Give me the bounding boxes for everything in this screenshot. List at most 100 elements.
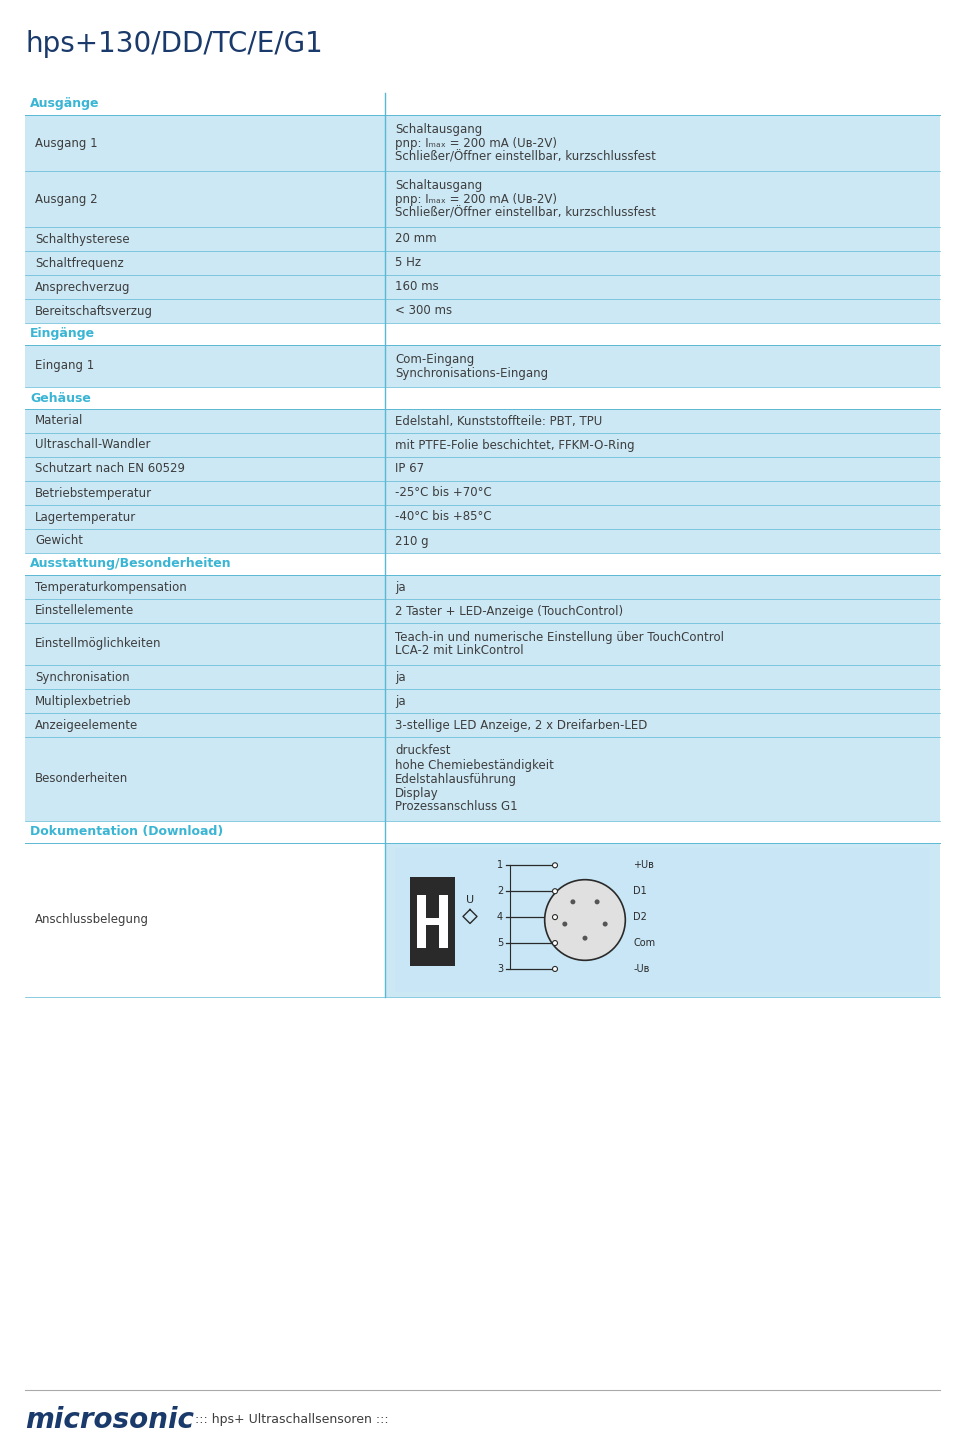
Text: Ausgang 1: Ausgang 1 <box>35 136 98 149</box>
Circle shape <box>583 936 588 941</box>
Text: microsonic: microsonic <box>25 1406 194 1434</box>
Text: Schaltfrequenz: Schaltfrequenz <box>35 256 124 269</box>
Text: pnp: Iₘₐₓ = 200 mA (Uʙ-2V): pnp: Iₘₐₓ = 200 mA (Uʙ-2V) <box>395 192 557 205</box>
Bar <box>25 713 940 737</box>
Bar <box>25 843 385 996</box>
Text: Betriebstemperatur: Betriebstemperatur <box>35 486 152 499</box>
Text: < 300 ms: < 300 ms <box>395 305 452 318</box>
Bar <box>25 346 940 388</box>
Text: Gehäuse: Gehäuse <box>30 392 91 405</box>
Text: Schaltausgang: Schaltausgang <box>395 178 482 191</box>
Text: Synchronisations-Eingang: Synchronisations-Eingang <box>395 366 548 379</box>
Bar <box>25 457 940 482</box>
Text: hps+130/DD/TC/E/G1: hps+130/DD/TC/E/G1 <box>25 30 323 58</box>
Text: IP 67: IP 67 <box>395 463 424 476</box>
Text: Besonderheiten: Besonderheiten <box>35 772 129 785</box>
Text: Gewicht: Gewicht <box>35 535 83 548</box>
Text: 4: 4 <box>497 912 503 923</box>
Text: Ausstattung/Besonderheiten: Ausstattung/Besonderheiten <box>30 558 231 571</box>
Bar <box>25 409 940 432</box>
Bar <box>25 623 940 665</box>
Text: Ansprechverzug: Ansprechverzug <box>35 281 131 294</box>
Text: Edelstahlausführung: Edelstahlausführung <box>395 772 517 785</box>
Text: Prozessanschluss G1: Prozessanschluss G1 <box>395 801 517 814</box>
Circle shape <box>544 879 625 960</box>
Text: Schließer/Öffner einstellbar, kurzschlussfest: Schließer/Öffner einstellbar, kurzschlus… <box>395 207 656 220</box>
Bar <box>25 171 940 227</box>
Text: 20 mm: 20 mm <box>395 233 437 246</box>
Text: Lagertemperatur: Lagertemperatur <box>35 510 136 523</box>
Text: Schaltausgang: Schaltausgang <box>395 123 482 136</box>
Bar <box>417 895 425 949</box>
Text: 3-stellige LED Anzeige, 2 x Dreifarben-LED: 3-stellige LED Anzeige, 2 x Dreifarben-L… <box>395 719 647 732</box>
Text: Schalthysterese: Schalthysterese <box>35 233 130 246</box>
Circle shape <box>553 966 558 972</box>
Text: Anschlussbelegung: Anschlussbelegung <box>35 914 149 927</box>
Text: Eingänge: Eingänge <box>30 327 95 340</box>
Text: LCA-2 mit LinkControl: LCA-2 mit LinkControl <box>395 645 523 658</box>
Circle shape <box>563 921 567 927</box>
Bar <box>25 737 940 821</box>
Text: Material: Material <box>35 415 84 428</box>
Bar <box>25 505 940 529</box>
Text: Ultraschall-Wandler: Ultraschall-Wandler <box>35 438 151 451</box>
Bar <box>25 116 940 171</box>
Bar <box>25 432 940 457</box>
Text: 1: 1 <box>497 860 503 870</box>
Text: Synchronisation: Synchronisation <box>35 671 130 684</box>
Text: pnp: Iₘₐₓ = 200 mA (Uʙ-2V): pnp: Iₘₐₓ = 200 mA (Uʙ-2V) <box>395 136 557 149</box>
Bar <box>440 895 448 949</box>
Text: Teach-in und numerische Einstellung über TouchControl: Teach-in und numerische Einstellung über… <box>395 630 724 643</box>
Circle shape <box>594 899 600 904</box>
Text: Temperaturkompensation: Temperaturkompensation <box>35 580 187 593</box>
Text: Schließer/Öffner einstellbar, kurzschlussfest: Schließer/Öffner einstellbar, kurzschlus… <box>395 150 656 163</box>
Bar <box>25 252 940 275</box>
Text: Einstellelemente: Einstellelemente <box>35 604 134 617</box>
Text: Eingang 1: Eingang 1 <box>35 360 94 373</box>
Text: Bereitschaftsverzug: Bereitschaftsverzug <box>35 305 153 318</box>
Bar <box>25 599 940 623</box>
Text: ja: ja <box>395 580 406 593</box>
Text: 2: 2 <box>497 886 503 897</box>
Circle shape <box>603 921 608 927</box>
Bar <box>410 876 455 966</box>
Text: -25°C bis +70°C: -25°C bis +70°C <box>395 486 492 499</box>
Text: Ausgänge: Ausgänge <box>30 97 100 110</box>
Text: 2 Taster + LED-Anzeige (TouchControl): 2 Taster + LED-Anzeige (TouchControl) <box>395 604 623 617</box>
Circle shape <box>570 899 575 904</box>
Text: Dokumentation (Download): Dokumentation (Download) <box>30 826 224 839</box>
Bar <box>25 576 940 599</box>
Circle shape <box>553 915 558 920</box>
Bar <box>417 918 448 925</box>
Text: Edelstahl, Kunststoffteile: PBT, TPU: Edelstahl, Kunststoffteile: PBT, TPU <box>395 415 602 428</box>
Bar <box>25 688 940 713</box>
Text: 5: 5 <box>497 938 503 949</box>
Text: 160 ms: 160 ms <box>395 281 439 294</box>
Text: ja: ja <box>395 694 406 707</box>
Text: +Uʙ: +Uʙ <box>634 860 654 870</box>
Text: 3: 3 <box>497 964 503 975</box>
Bar <box>25 227 940 252</box>
Bar <box>25 482 940 505</box>
Bar <box>385 843 940 996</box>
Text: 5 Hz: 5 Hz <box>395 256 421 269</box>
Text: Display: Display <box>395 787 439 800</box>
Text: Anzeigeelemente: Anzeigeelemente <box>35 719 138 732</box>
Text: hohe Chemiebeständigkeit: hohe Chemiebeständigkeit <box>395 759 554 772</box>
Text: 210 g: 210 g <box>395 535 428 548</box>
Bar <box>25 275 940 299</box>
Text: Schutzart nach EN 60529: Schutzart nach EN 60529 <box>35 463 185 476</box>
Text: mit PTFE-Folie beschichtet, FFKM-O-Ring: mit PTFE-Folie beschichtet, FFKM-O-Ring <box>395 438 635 451</box>
Bar <box>25 299 940 322</box>
Text: druckfest: druckfest <box>395 745 450 758</box>
Bar <box>25 529 940 552</box>
Bar <box>395 847 930 992</box>
Circle shape <box>553 863 558 868</box>
Text: U: U <box>466 895 474 905</box>
Text: Multiplexbetrieb: Multiplexbetrieb <box>35 694 132 707</box>
Text: ::: hps+ Ultraschallsensoren :::: ::: hps+ Ultraschallsensoren ::: <box>195 1414 389 1427</box>
Text: ja: ja <box>395 671 406 684</box>
Text: Einstellmöglichkeiten: Einstellmöglichkeiten <box>35 638 161 651</box>
Bar <box>25 665 940 688</box>
Text: -40°C bis +85°C: -40°C bis +85°C <box>395 510 492 523</box>
